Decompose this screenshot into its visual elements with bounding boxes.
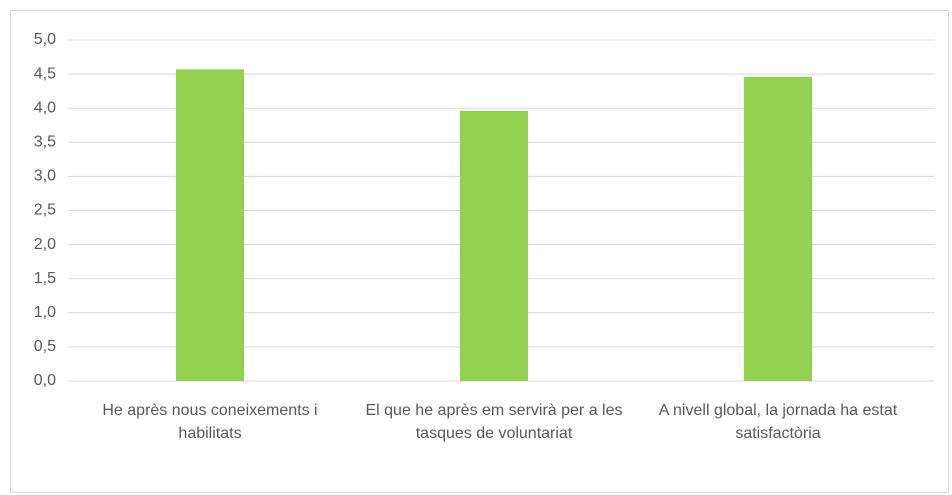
- x-tick-label: A nivell global, la jornada ha estat sat…: [658, 402, 898, 442]
- x-tick-label: El que he après em servirà per a les tas…: [365, 402, 623, 442]
- bar: [460, 110, 528, 381]
- y-tick-label: 3,5: [34, 134, 56, 151]
- y-tick-label: 1,0: [34, 304, 56, 321]
- x-tick-label: He après nous coneixements i habilitats: [102, 402, 318, 442]
- y-tick-label: 3,0: [34, 168, 56, 185]
- y-tick-label: 5,0: [34, 31, 56, 48]
- y-tick-label: 4,0: [34, 99, 56, 116]
- y-tick-label: 2,0: [34, 236, 56, 253]
- bar: [176, 69, 244, 382]
- y-tick-label: 0,5: [34, 338, 56, 355]
- y-tick-label: 0,0: [34, 372, 56, 389]
- bar: [744, 76, 812, 381]
- y-tick-label: 1,5: [34, 270, 56, 287]
- y-tick-label: 2,5: [34, 202, 56, 219]
- y-tick-label: 4,5: [34, 65, 56, 82]
